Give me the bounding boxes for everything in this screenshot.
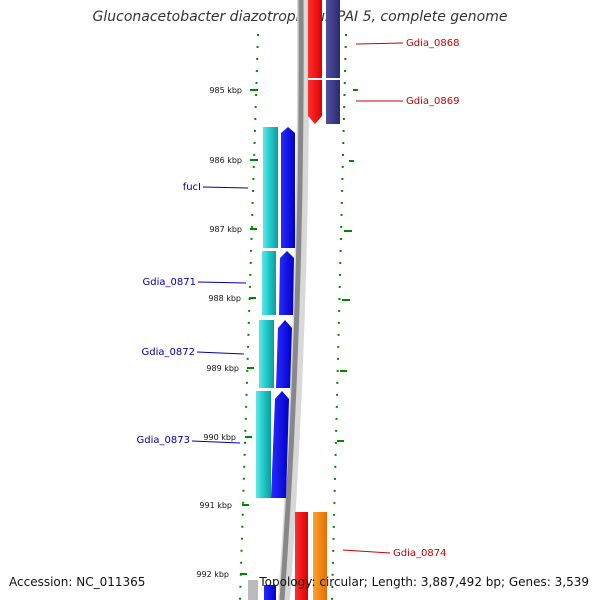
gene-label-gdia-0873[interactable]: Gdia_0873 xyxy=(137,435,190,446)
cds-arrow xyxy=(281,127,295,248)
gene-gdia-0871[interactable] xyxy=(262,251,294,315)
ruler-label: 985 kbp xyxy=(209,86,242,95)
ruler-label: 989 kbp xyxy=(206,364,239,373)
label-leader-gdia-0874 xyxy=(342,549,391,554)
gene-gdia-0872[interactable] xyxy=(259,320,292,388)
cog-bar xyxy=(256,391,271,498)
ruler-label: 987 kbp xyxy=(209,225,242,234)
cog-bar xyxy=(326,80,340,124)
cds-arrow xyxy=(276,320,292,388)
ruler-ticks-outer xyxy=(337,89,358,442)
cds-arrow xyxy=(271,391,289,498)
label-leader-gdia-0871 xyxy=(197,281,247,284)
label-leader-fuci xyxy=(202,186,249,189)
cog-bar xyxy=(313,512,327,600)
ruler-ticks-inner xyxy=(240,89,258,575)
gene-gdia-0874[interactable] xyxy=(295,512,327,600)
cds-bar xyxy=(295,512,308,600)
cds-arrow xyxy=(308,80,322,124)
gene-label-gdia-0871[interactable]: Gdia_0871 xyxy=(143,277,196,288)
ruler-label: 988 kbp xyxy=(208,294,241,303)
gene-gdia-0869[interactable] xyxy=(308,80,340,124)
accession-label: Accession: NC_011365 xyxy=(9,575,146,589)
cds-arrow xyxy=(279,251,294,315)
ruler-label: 986 kbp xyxy=(209,156,242,165)
gene-label-gdia-0872[interactable]: Gdia_0872 xyxy=(142,347,195,358)
gene-fuci[interactable] xyxy=(263,127,295,248)
cog-bar xyxy=(326,0,340,78)
gene-label-fuci[interactable]: fucI xyxy=(183,182,201,193)
genome-summary: Topology: circular; Length: 3,887,492 bp… xyxy=(259,575,589,589)
ruler-label: 992 kbp xyxy=(196,570,229,579)
cog-bar xyxy=(259,320,274,388)
gene-label-gdia-0868[interactable]: Gdia_0868 xyxy=(406,38,459,49)
cds-bar xyxy=(308,0,322,78)
ruler-label: 991 kbp xyxy=(199,501,232,510)
gene-label-gdia-0869[interactable]: Gdia_0869 xyxy=(406,96,459,107)
cog-bar xyxy=(262,251,276,315)
gene-gdia-0868[interactable] xyxy=(308,0,340,78)
label-leader-gdia-0868 xyxy=(355,42,404,45)
track-guide-inner xyxy=(239,33,259,600)
gene-label-gdia-0874[interactable]: Gdia_0874 xyxy=(393,548,446,559)
label-leader-gdia-0873 xyxy=(191,440,241,444)
partial-feature-blue xyxy=(264,585,276,600)
cog-bar xyxy=(263,127,278,248)
label-leader-gdia-0872 xyxy=(196,351,245,355)
partial-feature-gray xyxy=(248,580,258,600)
ruler-label: 990 kbp xyxy=(203,433,236,442)
gene-gdia-0873[interactable] xyxy=(256,391,289,498)
backbone xyxy=(279,0,304,600)
